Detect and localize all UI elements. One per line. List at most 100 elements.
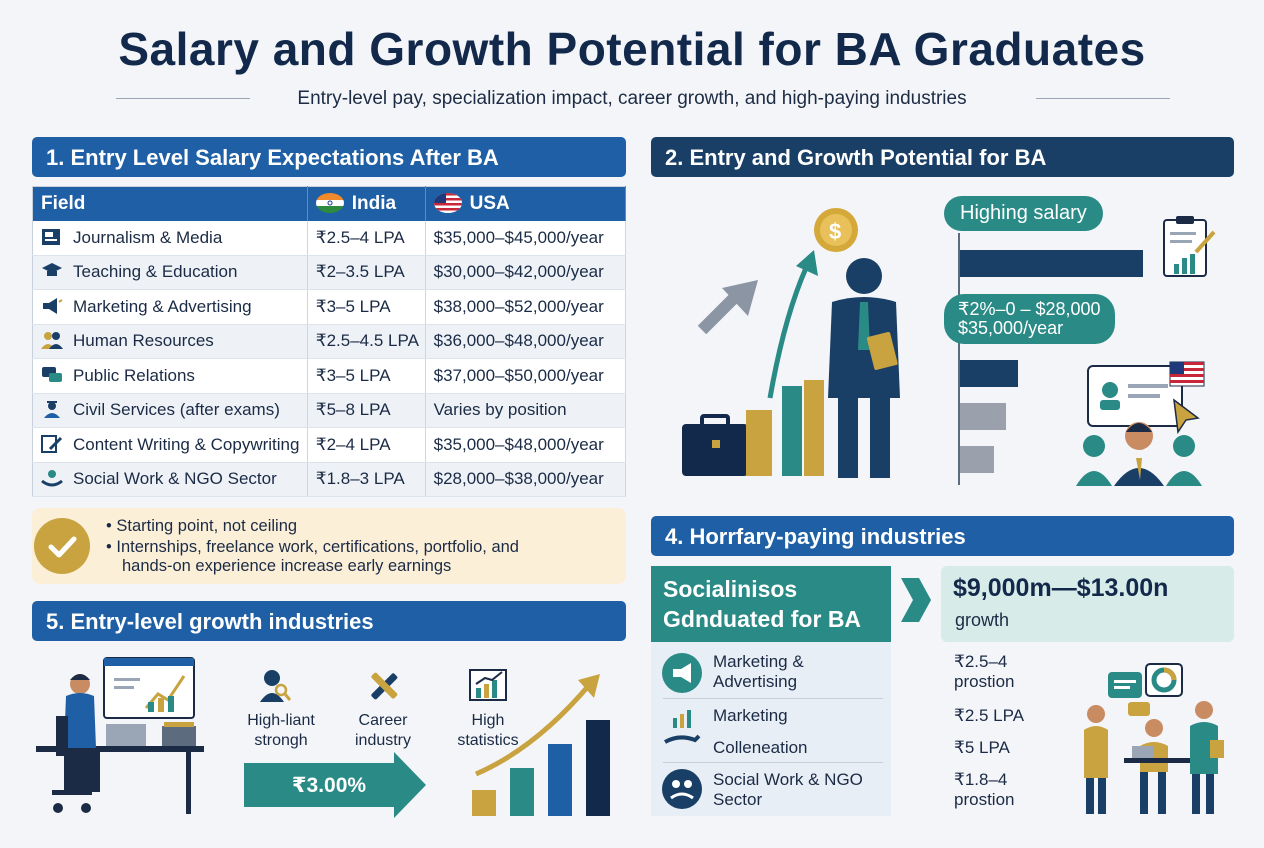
industry-value-3: ₹5 LPA [954,738,1010,757]
table-row: Civil Services (after exams) ₹5–8 LPA Vari… [32,393,627,428]
table-row: Journalism & Media ₹2.5–4 LPA $35,000–$45,… [32,220,627,256]
field-cell: Teaching & Education [32,255,308,290]
industry-value-1: ₹2.5–4 prostion [954,652,1015,691]
salary-table: Field India USA Journalism & Media ₹2.5–4… [32,186,627,497]
india-salary-cell: ₹3–5 LPA [307,358,426,394]
india-salary-cell: ₹2–3.5 LPA [307,255,426,290]
graduation-cap-icon [41,262,63,280]
note-line-1: • Starting point, not ceiling [106,517,298,535]
growth-value: ₹3.00% [291,774,367,797]
table-row: Content Writing & Copywriting ₹2–4 LPA $35… [32,427,627,463]
usa-salary-cell: $37,000–$50,000/year [425,358,627,394]
divider-left [116,98,250,99]
specialization-title-line2: Gdnduated for BA [663,606,862,632]
section5-banner: 5. Entry-level growth industries [32,601,626,641]
businessman-growth-illustration: $ [682,208,900,478]
table-row: Human Resources ₹2.5–4.5 LPA $36,000–$48,0… [32,324,627,359]
usa-salary-cell: $36,000–$48,000/year [425,324,627,359]
salary-pill-1: Highing salary [944,196,1103,231]
helping-hands-icon [41,469,63,487]
hbar-2 [960,360,1018,387]
note-line-2: • Internships, freelance work, certifica… [106,538,519,556]
person-search-icon [260,670,291,702]
divider-right [1036,98,1170,99]
section1-banner: 1. Entry Level Salary Expectations After… [32,137,626,177]
section4-title: 4. Horrfary-paying industries [665,524,966,549]
india-salary-cell: ₹5–8 LPA [307,393,426,428]
table-row: Teaching & Education ₹2–3.5 LPA $30,000–$4… [32,255,627,290]
india-salary-cell: ₹2.5–4 LPA [307,220,426,256]
usa-salary-cell: $35,000–$45,000/year [425,220,627,256]
note-line-3: hands-on experience increase early earni… [122,557,452,575]
india-salary-cell: ₹2–4 LPA [307,427,426,463]
note-box: • Starting point, not ceiling • Internsh… [32,508,626,584]
field-cell: Public Relations [32,358,308,394]
usa-salary-cell: $30,000–$42,000/year [425,255,627,290]
hbar-4 [960,446,994,473]
svg-text:$: $ [829,219,841,244]
usa-salary-cell: Varies by position [425,393,627,428]
col-usa: USA [425,186,627,221]
desk-worker-illustration [36,657,204,814]
india-salary-cell: ₹2.5–4.5 LPA [307,324,426,359]
section1-title: 1. Entry Level Salary Expectations After… [46,145,499,170]
usa-salary-cell: $38,000–$52,000/year [425,289,627,325]
industry-value-4: ₹1.8–4 prostion [954,770,1015,809]
team-collaboration-illustration [1084,663,1224,814]
team-meeting-illustration [1076,361,1205,486]
india-salary-cell: ₹3–5 LPA [307,289,426,325]
check-icon [34,518,90,574]
industry-row-1: Marketing & Advertising [713,652,804,691]
industry-item-3: High statistics [457,712,519,749]
page-title: Salary and Growth Potential for BA Gradu… [118,23,1146,75]
field-cell: Content Writing & Copywriting [32,427,308,463]
specialization-box: Socialinisos Gdnduated for BA [651,566,891,642]
chart-icon [469,669,507,701]
officer-icon [41,400,63,419]
salary-pill-2: ₹2%–0 – $28,000 $35,000/year [944,294,1115,344]
page-subtitle: Entry-level pay, specialization impact, … [297,88,967,109]
megaphone-icon [41,297,63,315]
section4-banner: 4. Horrfary-paying industries [651,516,1234,556]
industry-item-2: Career industry [354,712,412,749]
section2-banner: 2. Entry and Growth Potential for BA [651,137,1234,177]
col-india: India [307,186,426,221]
specialization-title-line1: Socialinisos [663,576,798,602]
industry-row-4: Social Work & NGO Sector [713,770,863,809]
field-cell: Human Resources [32,324,308,359]
subtitle-row: Entry-level pay, specialization impact, … [0,86,1264,112]
table-header-row: Field India USA [32,186,627,221]
people-icon [41,331,63,350]
section5-title: 5. Entry-level growth industries [46,609,374,634]
newspaper-icon [41,228,63,246]
table-row: Public Relations ₹3–5 LPA $37,000–$50,000/… [32,358,627,394]
industries-list: Marketing & Advertising Marketing Collen… [651,642,891,816]
hbar-3 [960,403,1006,430]
field-cell: Journalism & Media [32,220,308,256]
clipboard-chart-icon [1163,216,1216,277]
section2-title: 2. Entry and Growth Potential for BA [665,145,1047,170]
usa-salary-cell: $28,000–$38,000/year [425,462,627,497]
table-row: Social Work & NGO Sector ₹1.8–3 LPA $28,00… [32,462,627,497]
field-cell: Civil Services (after exams) [32,393,308,428]
field-cell: Social Work & NGO Sector [32,462,308,497]
hbar-1 [960,250,1143,277]
growth-bars-illustration [472,674,610,816]
industry-value-2: ₹2.5 LPA [954,706,1025,725]
growth-arrow [244,763,394,807]
usa-flag-icon [433,192,462,213]
divider [663,698,883,699]
growth-box-label: growth [955,610,1010,630]
table-row: Marketing & Advertising ₹3–5 LPA $38,000–$… [32,289,627,325]
usa-salary-cell: $35,000–$48,000/year [425,427,627,463]
growth-box: $9,000m—$13.00n growth [941,566,1234,642]
pen-document-icon [41,434,63,453]
helping-hands-icon [662,769,702,809]
growth-hand-icon [664,710,701,744]
field-cell: Marketing & Advertising [32,289,308,325]
col-field: Field [32,186,308,221]
megaphone-icon [662,653,702,693]
divider [663,762,883,763]
growth-box-value: $9,000m—$13.00n [953,574,1169,602]
growth-arrow-head [394,752,426,818]
